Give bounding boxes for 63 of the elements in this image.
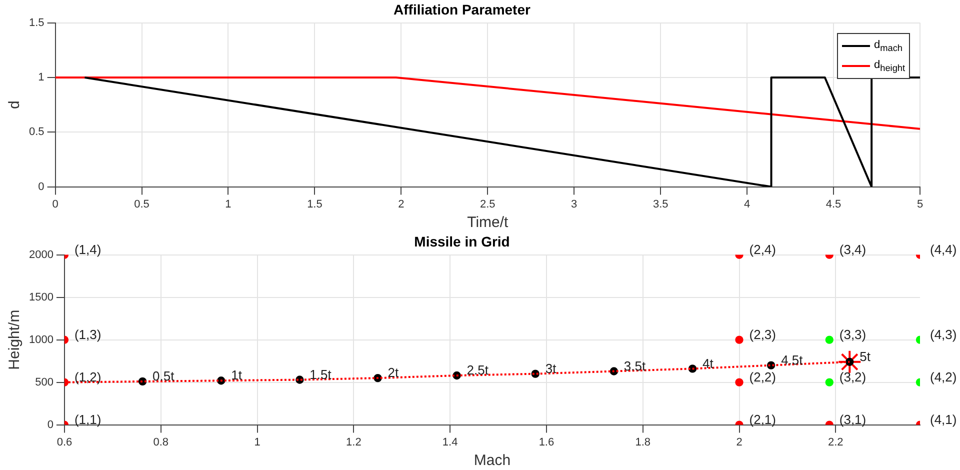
annotation: (4,1)	[930, 412, 957, 427]
x-tick-label: 4	[744, 198, 750, 210]
annotation: (3,3)	[839, 326, 866, 342]
point	[846, 358, 854, 366]
x-tick-label: 3	[571, 198, 578, 210]
annotation: (1,3)	[74, 326, 102, 342]
y-axis-title: Height/m	[6, 310, 24, 370]
y-tick-label: 0	[38, 180, 44, 193]
x-tick-label: 0.8	[153, 436, 169, 448]
annotation: (2,4)	[749, 242, 776, 257]
annotation: 3.5t	[624, 358, 646, 374]
legend-label: d$_{mach}$	[874, 38, 903, 53]
annotation: 1.5t	[310, 366, 332, 382]
y-tick-label: 1000	[28, 334, 54, 346]
y-tick-label: 0	[47, 418, 54, 431]
annotation: 4.5t	[781, 352, 804, 368]
annotation: (4,3)	[930, 326, 957, 342]
x-tick-label: 1.4	[442, 436, 458, 448]
legend-label: d$_{height}$	[874, 58, 906, 73]
chart-title: Affiliation Parameter	[394, 1, 532, 18]
x-tick-label: 0.5	[134, 198, 150, 210]
x-tick-label: 1	[254, 436, 260, 448]
annotation: (3,2)	[839, 369, 866, 384]
y-tick-label: 2000	[28, 248, 54, 261]
annotation: (1,2)	[74, 369, 102, 384]
x-tick-label: 3.5	[652, 198, 668, 210]
y-tick-label: 1	[38, 72, 44, 84]
annotation: (1,4)	[74, 242, 102, 257]
annotation: (2,3)	[749, 326, 776, 342]
annotation: 0.5t	[152, 368, 175, 384]
x-axis-title: Mach	[474, 452, 511, 470]
annotation: 4t	[702, 356, 714, 371]
x-tick-label: 5	[916, 198, 924, 210]
chart-title: Missile in Grid	[414, 233, 510, 250]
x-tick-label: 1.6	[538, 436, 554, 448]
annotation: 3t	[545, 360, 557, 376]
y-tick-label: 500	[35, 376, 54, 388]
y-axis-title: d	[6, 100, 24, 109]
x-tick-label: 1.2	[346, 436, 362, 448]
annotation: (3,1)	[839, 412, 866, 427]
annotation: 2t	[388, 365, 399, 380]
x-tick-label: 0.6	[56, 436, 72, 448]
x-axis-title: Time/t	[467, 214, 510, 232]
annotation: (2,2)	[749, 369, 776, 384]
x-tick-label: 4.5	[826, 198, 842, 210]
y-tick-label: 0.5	[28, 126, 44, 138]
y-tick-label: 1500	[28, 291, 54, 304]
x-tick-label: 1	[225, 198, 232, 210]
annotation: (3,4)	[839, 242, 866, 257]
x-tick-label: 2.2	[828, 436, 844, 448]
annotation: 5t	[860, 348, 871, 364]
x-tick-label: 2.5	[480, 198, 496, 210]
x-tick-label: 1.5	[307, 198, 322, 210]
annotation: (4,4)	[930, 242, 957, 257]
y-tick-label: 1.5	[28, 16, 44, 29]
annotation: (2,1)	[749, 412, 776, 427]
x-tick-label: 2	[736, 436, 742, 448]
x-tick-label: 2	[398, 198, 404, 210]
annotation: 2.5t	[466, 362, 489, 378]
x-tick-label: 1.8	[635, 436, 651, 448]
annotation: 1t	[231, 368, 242, 383]
annotation: (4,2)	[930, 369, 957, 384]
annotation: (1,1)	[74, 412, 102, 427]
